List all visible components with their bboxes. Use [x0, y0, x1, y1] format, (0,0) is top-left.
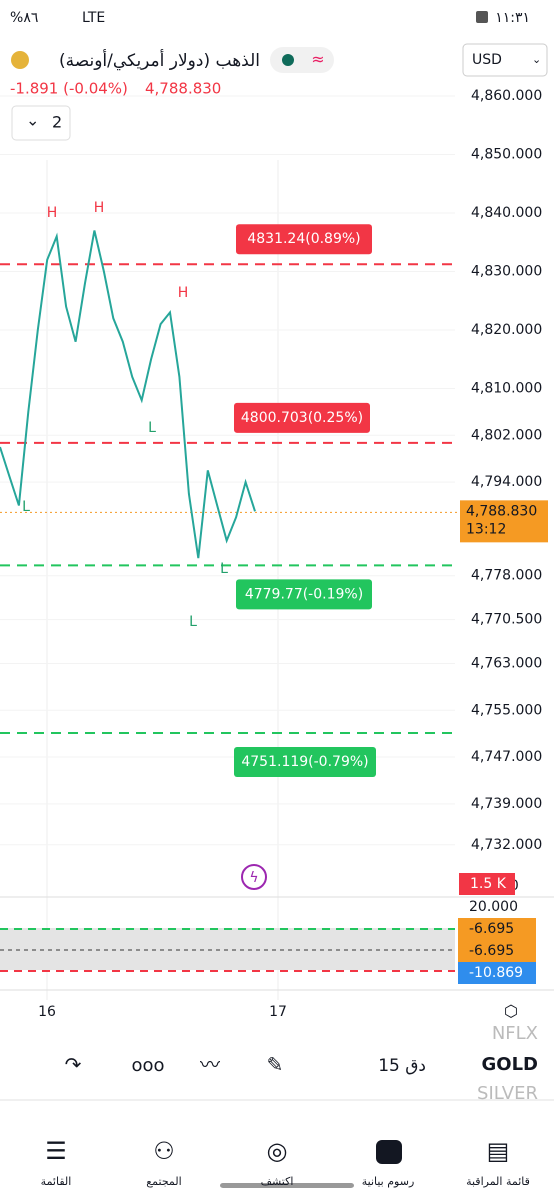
pattern-label: L — [22, 499, 30, 515]
level-box — [236, 579, 372, 610]
oscillator-band — [0, 928, 455, 970]
y-tick-label: 4,830.000 — [471, 264, 542, 280]
settings-icon[interactable]: ⬡ — [504, 1002, 518, 1021]
status-time: ١١:٣١ — [495, 10, 530, 26]
draw-icon[interactable]: ✎ — [267, 1053, 284, 1077]
price-line — [0, 230, 256, 559]
nav-label[interactable]: رسوم بيانية — [362, 1175, 415, 1188]
y-tick-label: 4,755.000 — [471, 702, 542, 718]
y-tick-label: 4,840.000 — [471, 205, 542, 221]
oscillator-box — [458, 962, 536, 984]
nav-label[interactable]: اكتشف — [261, 1175, 294, 1188]
nav-label[interactable]: القائمة — [41, 1175, 72, 1188]
nav-label[interactable]: قائمة المراقبة — [466, 1175, 530, 1188]
x-tick-label: 17 — [269, 1004, 287, 1020]
interval-select[interactable] — [11, 105, 71, 141]
current-price: 4,788.830 — [466, 503, 537, 519]
oscillator-box — [458, 918, 536, 940]
oscillator-label: 20.000 — [469, 899, 518, 915]
oscillator-label: -6.695 — [469, 921, 514, 937]
y-tick-label: 4,794.000 — [471, 474, 542, 490]
more-icon[interactable]: ooo — [131, 1055, 164, 1076]
pattern-label: H — [47, 205, 58, 221]
pattern-label: H — [94, 200, 105, 216]
pattern-label: H — [178, 285, 189, 301]
delay-icon: ≈ — [311, 50, 324, 69]
level-box — [234, 746, 376, 777]
symbol[interactable]: NFLX — [492, 1023, 538, 1044]
status-pill — [270, 47, 334, 73]
y-tick-label: 4,770.500 — [471, 612, 542, 628]
symbol-title: الذهب (دولار أمريكي/أونصة) — [59, 49, 260, 71]
pattern-label: L — [220, 561, 228, 577]
level-label: 4800.703(0.25%) — [241, 410, 363, 426]
y-tick-label: 4,860.000 — [471, 88, 542, 104]
market-dot — [282, 54, 294, 66]
pattern-label: L — [189, 614, 197, 630]
y-tick-label: 4,810.000 — [471, 381, 542, 397]
current-price-box — [460, 500, 548, 543]
header-price: 4,788.830 — [145, 80, 221, 98]
redo-icon[interactable]: ↷ — [65, 1053, 82, 1077]
interval[interactable]: 2 — [52, 113, 62, 132]
home-indicator — [220, 1183, 354, 1188]
level-label: 4751.119(-0.79%) — [241, 754, 368, 770]
currency-select[interactable] — [462, 43, 548, 77]
oscillator-label: -6.695 — [469, 943, 514, 959]
chevron: ⌄ — [26, 111, 39, 130]
level-label: 4779.77(-0.19%) — [245, 586, 363, 602]
level-box — [236, 224, 372, 255]
indicators-icon[interactable]: 〰 — [200, 1053, 220, 1077]
y-tick-label: 4,778.000 — [471, 568, 542, 584]
countdown: 13:12 — [466, 521, 506, 537]
y-tick-label: 4,850.000 — [471, 147, 542, 163]
currency[interactable]: USD — [472, 52, 502, 68]
level-box — [234, 402, 370, 433]
y-tick-label: 4,820.000 — [471, 322, 542, 338]
y-tick-label: 4,732.000 — [471, 837, 542, 853]
y-tick-label: 4,763.000 — [471, 655, 542, 671]
status-icon — [476, 11, 488, 23]
y-tick-label: 4,802.000 — [471, 427, 542, 443]
pattern-label: L — [148, 420, 156, 436]
nav-icon: ⚇ — [153, 1137, 175, 1165]
nav-icon: ◎ — [267, 1137, 288, 1165]
level-label: 4831.24(0.89%) — [247, 231, 360, 247]
x-tick-label: 16 — [38, 1004, 56, 1020]
events-glyph: ϟ — [249, 870, 258, 886]
status-battery: %٨٦ — [10, 10, 38, 26]
volume-label: 1.5 K — [470, 876, 507, 892]
y-tick-label: 4,747.000 — [471, 749, 542, 765]
volume-box — [459, 873, 515, 895]
oscillator-label: -10.869 — [469, 965, 523, 981]
nav-chart-icon — [376, 1140, 402, 1164]
symbol[interactable]: SILVER — [477, 1083, 538, 1104]
symbol[interactable]: GOLD — [482, 1054, 539, 1075]
events-icon[interactable] — [241, 864, 267, 890]
nav-icon: ▤ — [487, 1137, 510, 1165]
gold-icon — [11, 51, 29, 69]
status-network: LTE — [82, 10, 105, 26]
timeframe[interactable]: 15 دق — [378, 1056, 426, 1076]
nav-label[interactable]: المجتمع — [146, 1175, 181, 1188]
price-change: -1.891 (-0.04%) — [10, 80, 128, 98]
oscillator-box — [458, 940, 536, 962]
y-tick-label: 4,739.000 — [471, 796, 542, 812]
chevron: ⌄ — [532, 53, 541, 66]
nav-icon: ☰ — [45, 1137, 67, 1165]
